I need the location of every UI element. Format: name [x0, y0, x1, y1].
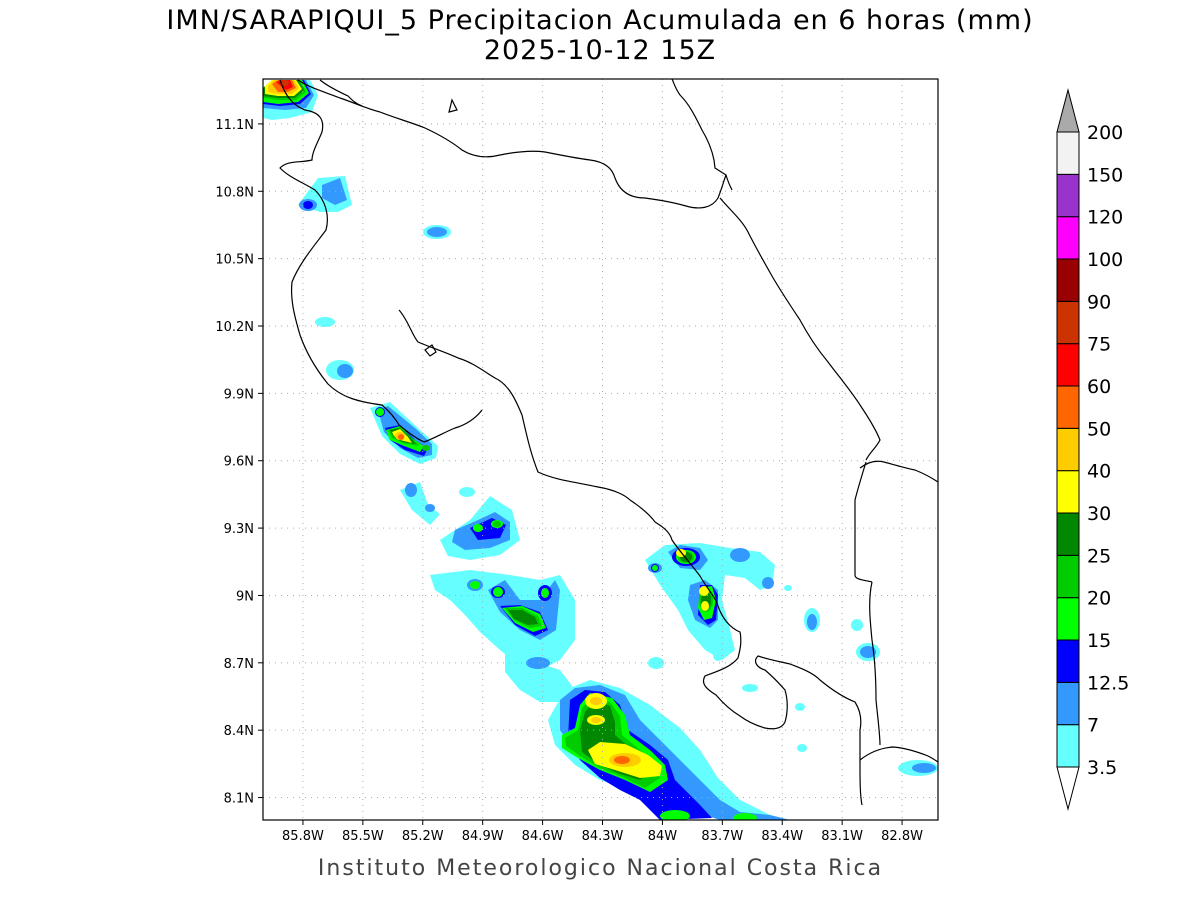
colorbar-level-label: 12.5 — [1087, 672, 1129, 694]
credit-text: Instituto Meteorologico Nacional Costa R… — [317, 856, 884, 881]
colorbar-under-arrow — [1056, 766, 1080, 811]
colorbar-level-label: 20 — [1087, 588, 1111, 610]
colorbar-level-label: 100 — [1087, 249, 1123, 271]
colorbar-swatch — [1056, 681, 1080, 726]
latitude-axis: 11.1N 10.8N 10.5N 10.2N 9.9N 9.6N 9.3N 9N 8.7N 8.… — [215, 118, 263, 807]
colorbar-level-label: 30 — [1087, 503, 1111, 525]
colorbar-level-label: 15 — [1087, 630, 1111, 652]
longitude-tick-label: 85.5W — [342, 829, 384, 844]
longitude-tick-label: 83.1W — [821, 829, 863, 844]
longitude-tick-label: 84.9W — [462, 829, 504, 844]
coastline — [279, 79, 938, 806]
longitude-axis: 85.8W 85.5W 85.2W 84.9W 84.6W 84.3W 84W 83.7W 83… — [282, 820, 923, 844]
longitude-tick-label: 83.4W — [761, 829, 803, 844]
colorbar-swatch — [1056, 724, 1080, 768]
latitude-tick-label: 10.8N — [215, 185, 254, 200]
precipitation-field — [263, 80, 938, 820]
colorbar-level-label: 120 — [1087, 207, 1123, 229]
colorbar-swatch — [1056, 554, 1080, 599]
longitude-tick-label: 83.7W — [701, 829, 743, 844]
latitude-tick-label: 8.1N — [224, 792, 254, 807]
longitude-tick-label: 85.2W — [402, 829, 444, 844]
colorbar-over-arrow — [1056, 88, 1080, 133]
colorbar-swatch — [1056, 512, 1080, 556]
plot-frame — [262, 78, 939, 821]
latitude-tick-label: 11.1N — [215, 118, 254, 133]
colorbar-swatch — [1056, 173, 1080, 218]
colorbar-level-label: 50 — [1087, 418, 1111, 440]
latitude-tick-label: 9.3N — [224, 522, 254, 537]
colorbar-swatch — [1056, 427, 1080, 472]
colorbar-swatch — [1056, 385, 1080, 429]
colorbar-level-label: 7 — [1087, 715, 1099, 737]
colorbar-swatch — [1056, 131, 1080, 175]
colorbar-swatch — [1056, 343, 1080, 387]
latitude-tick-label: 9.6N — [224, 455, 254, 470]
colorbar-level-label: 90 — [1087, 291, 1111, 313]
colorbar-level-label: 40 — [1087, 461, 1111, 483]
colorbar-swatch — [1056, 639, 1080, 683]
latitude-tick-label: 10.2N — [215, 320, 254, 335]
colorbar-level-label: 200 — [1087, 122, 1123, 144]
colorbar-swatch — [1056, 258, 1080, 302]
map-title: IMN/SARAPIQUI_5 Precipitacion Acumulada … — [166, 5, 1034, 36]
longitude-tick-label: 82.8W — [881, 829, 923, 844]
colorbar-level-label: 75 — [1087, 334, 1111, 356]
colorbar-swatch — [1056, 300, 1080, 345]
longitude-tick-label: 84.6W — [522, 829, 564, 844]
colorbar-legend: 3.5 7 12.5 15 20 25 30 40 50 60 75 90 100 120 150 200 — [1056, 88, 1129, 811]
longitude-tick-label: 84.3W — [582, 829, 624, 844]
longitude-tick-label: 85.8W — [282, 829, 324, 844]
latitude-tick-label: 9.9N — [224, 387, 254, 402]
colorbar-swatch — [1056, 470, 1080, 514]
latitude-tick-label: 10.5N — [215, 253, 254, 268]
colorbar-swatch — [1056, 597, 1080, 641]
map-valid-time: 2025-10-12 15Z — [483, 35, 717, 66]
longitude-tick-label: 84W — [648, 829, 678, 844]
colorbar-level-label: 3.5 — [1087, 757, 1117, 779]
colorbar-level-label: 60 — [1087, 376, 1111, 398]
colorbar-swatch — [1056, 216, 1080, 260]
latitude-tick-label: 8.7N — [224, 657, 254, 672]
latitude-tick-label: 8.4N — [224, 724, 254, 739]
colorbar-level-label: 150 — [1087, 164, 1123, 186]
latitude-tick-label: 9N — [236, 589, 254, 604]
colorbar-level-label: 25 — [1087, 545, 1111, 567]
